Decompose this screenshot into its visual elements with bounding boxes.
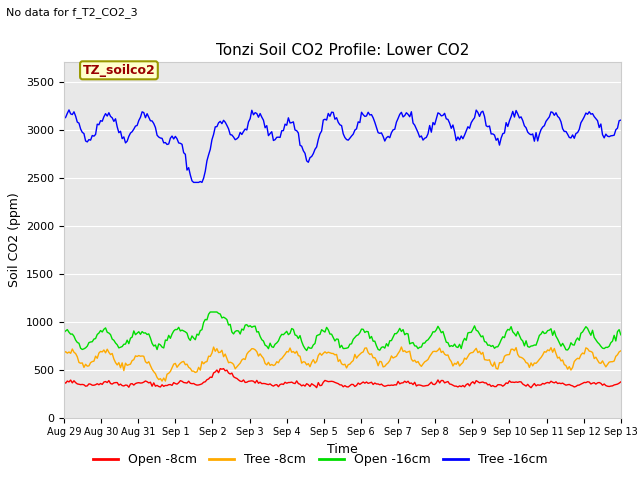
Text: No data for f_T2_CO2_3: No data for f_T2_CO2_3: [6, 7, 138, 18]
Text: TZ_soilco2: TZ_soilco2: [83, 64, 156, 77]
X-axis label: Time: Time: [327, 443, 358, 456]
Y-axis label: Soil CO2 (ppm): Soil CO2 (ppm): [8, 192, 20, 288]
Legend: Open -8cm, Tree -8cm, Open -16cm, Tree -16cm: Open -8cm, Tree -8cm, Open -16cm, Tree -…: [88, 448, 552, 471]
Title: Tonzi Soil CO2 Profile: Lower CO2: Tonzi Soil CO2 Profile: Lower CO2: [216, 44, 469, 59]
